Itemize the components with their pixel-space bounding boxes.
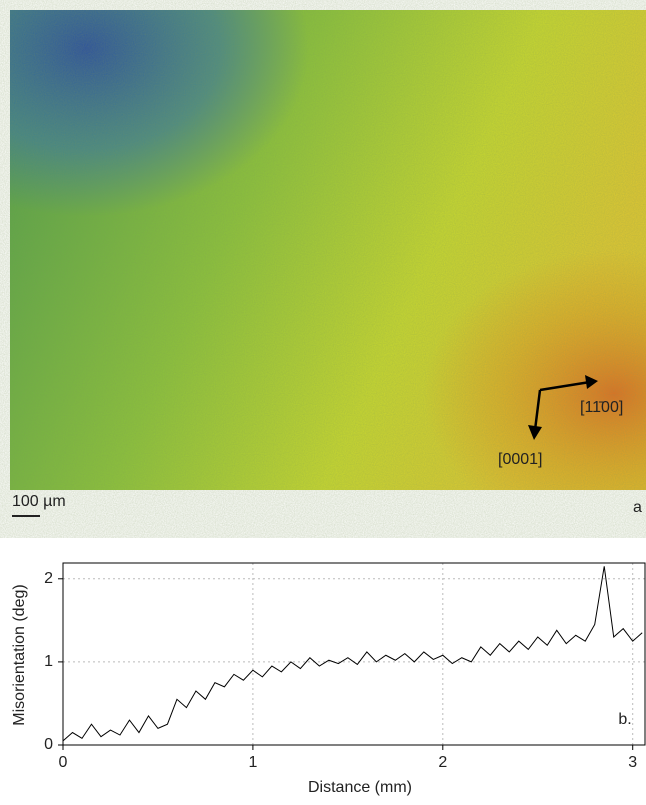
x-tick-label: 3	[628, 754, 637, 771]
x-tick-label: 2	[438, 754, 447, 771]
panel-label: a	[633, 499, 642, 516]
orientation-map	[10, 10, 646, 490]
y-tick-label: 0	[44, 736, 53, 753]
y-tick-label: 1	[44, 653, 53, 670]
direction-label: [0001]	[498, 451, 542, 468]
x-tick-label: 0	[59, 754, 68, 771]
plot-frame	[62, 562, 646, 746]
panel-label: b.	[618, 711, 631, 728]
data-line	[62, 566, 643, 742]
x-tick-label: 1	[248, 754, 257, 771]
x-axis-label: Distance (mm)	[308, 779, 412, 796]
scale-label: 100 µm	[12, 493, 66, 510]
y-tick-label: 2	[44, 570, 53, 587]
y-axis-label: Misorientation (deg)	[11, 584, 28, 725]
direction-label: [11̄00]	[580, 399, 623, 416]
